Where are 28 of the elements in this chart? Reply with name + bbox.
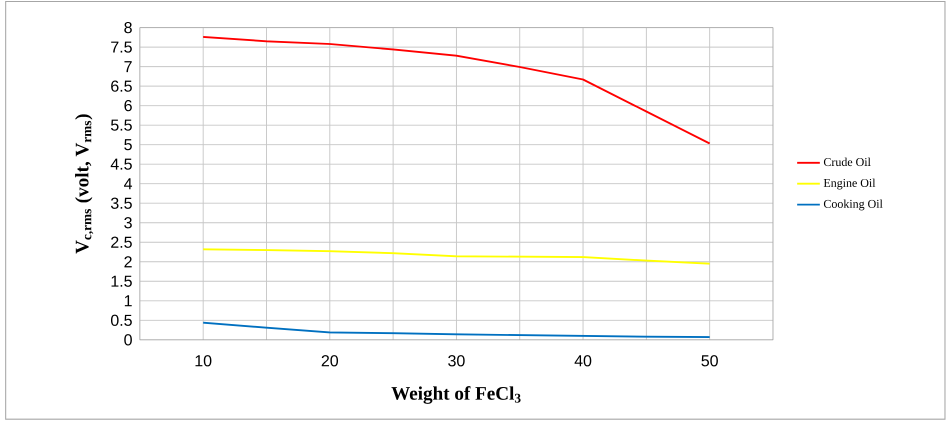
y-tick-label: 1 (124, 295, 132, 306)
legend-label: Engine Oil (824, 178, 876, 190)
x-tick-label: 10 (196, 355, 212, 366)
x-tick-label: 50 (701, 355, 718, 366)
y-tick-label: 5 (124, 139, 132, 150)
line-series (202, 36, 711, 144)
y-tick-label: 0.5 (110, 314, 132, 326)
y-tick-label: 4 (124, 178, 132, 190)
y-tick-label: 8 (124, 22, 132, 34)
y-tick-label: 4.5 (110, 158, 132, 170)
y-tick-label: 6.5 (111, 80, 132, 92)
y-tick-label: 1.5 (112, 276, 132, 287)
x-axis-title: Weight of FeCl$_{3}$ (391, 386, 521, 404)
x-tick-label: 40 (574, 355, 592, 366)
y-tick-label: 5.5 (110, 120, 132, 131)
y-tick-label: 3.5 (110, 198, 132, 209)
legend-label: Cooking Oil (824, 200, 883, 210)
legend-label: Crude Oil (824, 158, 871, 166)
x-tick-label: 30 (448, 355, 465, 366)
y-tick-label: 7.5 (111, 42, 132, 53)
y-tick-label: 6 (124, 100, 132, 112)
y-tick-label: 7 (124, 61, 132, 72)
x-tick-label: 20 (322, 355, 338, 366)
y-tick-label: 2.5 (111, 236, 132, 248)
y-tick-label: 0 (124, 334, 132, 346)
y-tick-label: 2 (124, 256, 132, 268)
y-tick-label: 3 (124, 217, 132, 228)
y-axis-title: V$_{c,rms}$ (volt, V$_{rms}$) (75, 114, 94, 254)
